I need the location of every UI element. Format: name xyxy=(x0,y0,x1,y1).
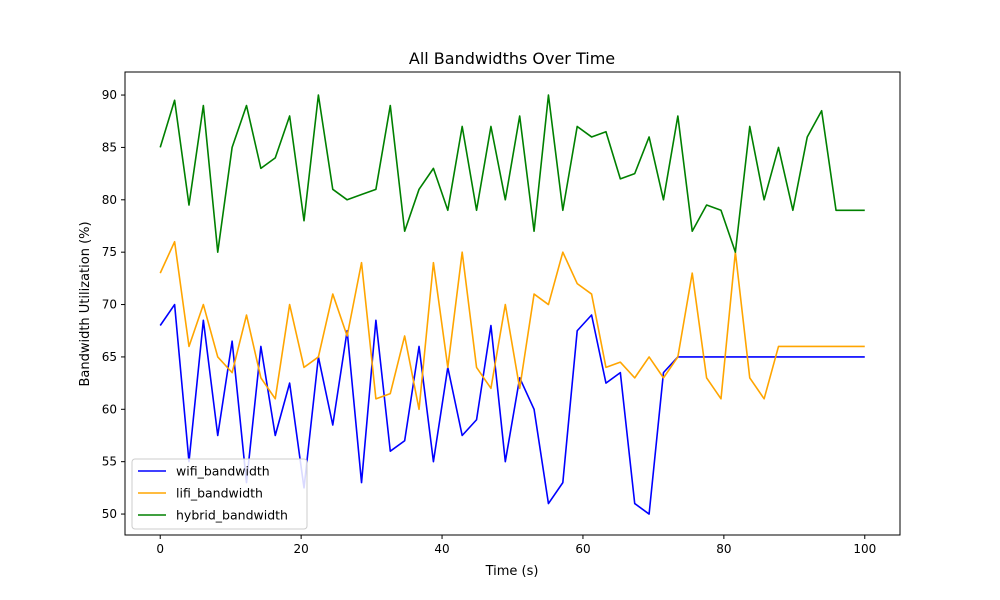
legend-label: hybrid_bandwidth xyxy=(176,508,288,523)
y-tick-label: 75 xyxy=(102,245,117,259)
y-tick-label: 55 xyxy=(102,455,117,469)
chart-title: All Bandwidths Over Time xyxy=(409,49,615,68)
y-axis-label: Bandwidth Utilization (%) xyxy=(78,221,93,386)
plot-frame xyxy=(124,71,901,536)
x-tick-label: 0 xyxy=(156,542,164,556)
x-axis: 0 20 40 60 80 100 xyxy=(156,535,876,556)
y-tick-label: 85 xyxy=(102,140,117,154)
y-tick-label: 60 xyxy=(102,402,117,416)
x-tick-label: 40 xyxy=(434,542,449,556)
series-layer xyxy=(159,94,865,515)
x-tick-label: 20 xyxy=(293,542,308,556)
series-line-hybrid_bandwidth xyxy=(159,94,865,253)
x-tick-label: 60 xyxy=(575,542,590,556)
y-axis: 50 55 60 65 70 75 80 85 90 xyxy=(102,88,125,521)
series-line-lifi_bandwidth xyxy=(159,240,865,411)
legend-box xyxy=(131,458,308,530)
y-tick-label: 50 xyxy=(102,507,117,521)
y-tick-label: 80 xyxy=(102,193,117,207)
y-tick-label: 90 xyxy=(102,88,117,102)
y-tick-label: 65 xyxy=(102,350,117,364)
legend-label: wifi_bandwidth xyxy=(176,464,270,479)
x-tick-label: 80 xyxy=(716,542,731,556)
x-axis-label: Time (s) xyxy=(485,564,539,579)
x-tick-label: 100 xyxy=(853,542,876,556)
legend: wifi_bandwidth lifi_bandwidth hybrid_bandw… xyxy=(131,458,308,530)
legend-label: lifi_bandwidth xyxy=(176,486,263,501)
y-tick-label: 70 xyxy=(102,298,117,312)
